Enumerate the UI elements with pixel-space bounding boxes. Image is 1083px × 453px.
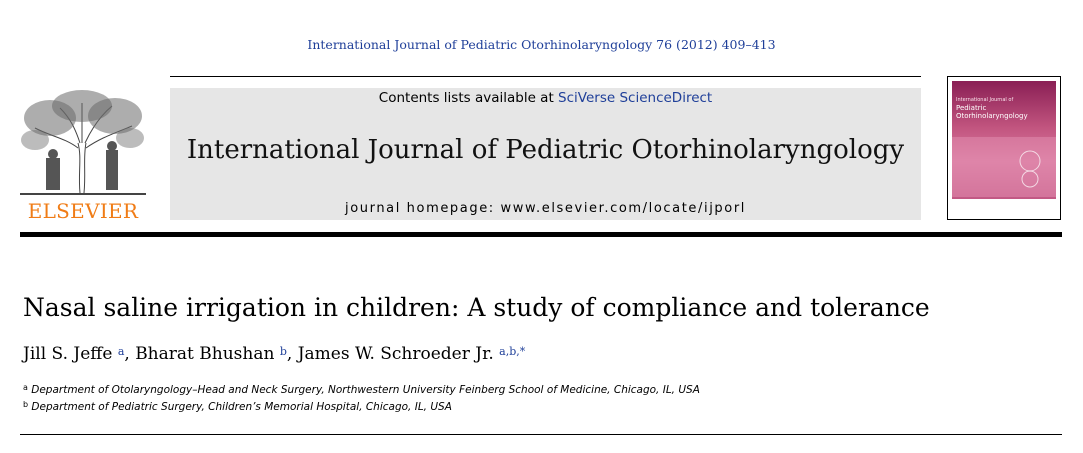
affiliation-b: b Department of Pediatric Surgery, Child… <box>23 400 452 413</box>
author-affiliation-mark[interactable]: a <box>117 345 125 358</box>
affiliation-a: a Department of Otolaryngology–Head and … <box>23 383 700 396</box>
article-title: Nasal saline irrigation in children: A s… <box>23 293 930 322</box>
contents-prefix: Contents lists available at <box>378 90 554 106</box>
affiliation-text: Department of Pediatric Surgery, Childre… <box>31 401 452 413</box>
cover-art-icon <box>952 137 1056 215</box>
author-name[interactable]: Bharat Bhushan <box>135 344 275 364</box>
elsevier-logo[interactable]: ELSEVIER <box>20 88 146 224</box>
affiliation-text: Department of Otolaryngology–Head and Ne… <box>31 384 700 396</box>
header-rule <box>170 76 921 77</box>
author-name[interactable]: James W. Schroeder Jr. <box>297 344 494 364</box>
author-name[interactable]: Jill S. Jeffe <box>23 344 113 364</box>
author-affiliation-mark[interactable]: b <box>279 345 287 358</box>
contents-line: Contents lists available at SciVerse Sci… <box>170 90 921 106</box>
cover-title-line2: Pediatric Otorhinolaryngology <box>956 104 1028 120</box>
sciencedirect-link[interactable]: SciVerse ScienceDirect <box>558 90 713 106</box>
journal-citation[interactable]: International Journal of Pediatric Otorh… <box>307 37 776 52</box>
journal-banner: Contents lists available at SciVerse Sci… <box>170 88 921 220</box>
journal-title: International Journal of Pediatric Otorh… <box>186 135 905 165</box>
section-rule <box>20 434 1062 435</box>
tree-logo-icon <box>20 88 146 198</box>
author-list: Jill S. Jeffe a, Bharat Bhushan b, James… <box>23 344 526 364</box>
cover-image: International Journal of Pediatric Otorh… <box>952 81 1056 215</box>
elsevier-wordmark: ELSEVIER <box>27 199 139 223</box>
cover-title-line1: International Journal of <box>956 97 1014 103</box>
journal-homepage-link[interactable]: journal homepage: www.elsevier.com/locat… <box>345 201 746 216</box>
header-thick-rule <box>20 232 1062 237</box>
affiliation-mark: b <box>23 400 29 409</box>
author-affiliation-mark[interactable]: a,b,* <box>499 345 526 358</box>
journal-cover-thumbnail[interactable]: International Journal of Pediatric Otorh… <box>947 76 1061 220</box>
affiliation-mark: a <box>23 383 28 392</box>
